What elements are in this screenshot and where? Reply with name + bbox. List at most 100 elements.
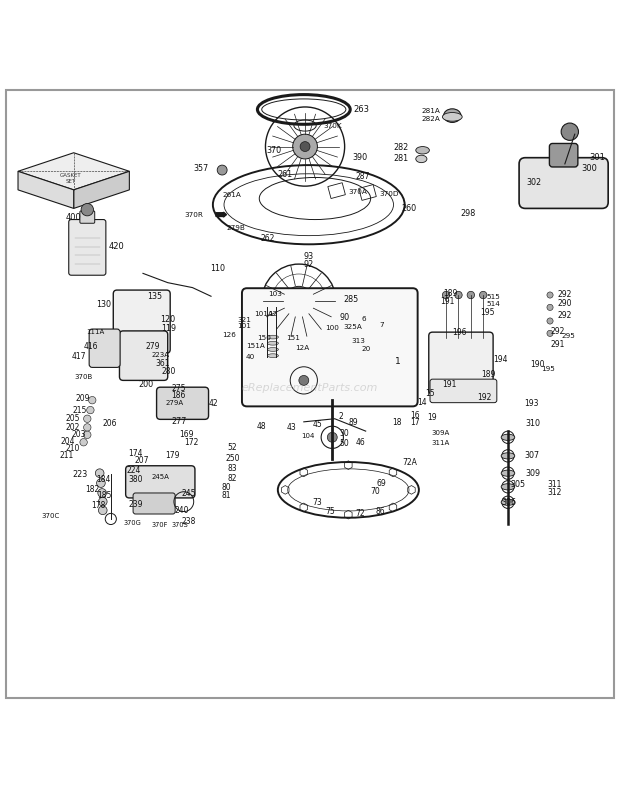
Text: 370S: 370S bbox=[172, 522, 188, 528]
Text: 16: 16 bbox=[410, 411, 420, 419]
Text: 111A: 111A bbox=[86, 329, 105, 335]
Text: 90: 90 bbox=[339, 313, 349, 322]
Circle shape bbox=[95, 469, 104, 478]
Text: 275: 275 bbox=[172, 384, 186, 393]
Text: 45: 45 bbox=[312, 421, 322, 429]
Text: 2: 2 bbox=[339, 412, 343, 421]
Text: 48: 48 bbox=[257, 422, 267, 431]
FancyBboxPatch shape bbox=[157, 387, 208, 419]
Text: 101A: 101A bbox=[254, 310, 273, 317]
Text: 46: 46 bbox=[356, 438, 366, 447]
Text: 204: 204 bbox=[60, 437, 75, 445]
Circle shape bbox=[81, 203, 94, 216]
Text: 17: 17 bbox=[410, 418, 420, 427]
Text: 195: 195 bbox=[480, 308, 495, 318]
Text: 178: 178 bbox=[92, 501, 106, 511]
Text: 279A: 279A bbox=[166, 400, 184, 407]
Text: 186: 186 bbox=[172, 391, 186, 400]
Text: 312: 312 bbox=[547, 488, 562, 497]
FancyBboxPatch shape bbox=[80, 211, 95, 223]
Text: 370F: 370F bbox=[151, 522, 168, 528]
Circle shape bbox=[87, 407, 94, 414]
Bar bbox=[359, 184, 376, 200]
Text: 416: 416 bbox=[84, 343, 99, 351]
Polygon shape bbox=[18, 153, 130, 190]
Circle shape bbox=[454, 292, 462, 299]
Text: 282A: 282A bbox=[421, 117, 440, 122]
Text: 515: 515 bbox=[487, 294, 501, 300]
FancyBboxPatch shape bbox=[519, 158, 608, 208]
Text: 20: 20 bbox=[362, 347, 371, 352]
Text: 261A: 261A bbox=[222, 192, 241, 199]
FancyBboxPatch shape bbox=[242, 288, 418, 407]
Text: 209: 209 bbox=[75, 395, 90, 403]
Text: 250: 250 bbox=[226, 455, 241, 463]
Text: 400: 400 bbox=[66, 213, 82, 221]
Text: 292: 292 bbox=[550, 327, 564, 336]
Text: 240: 240 bbox=[174, 506, 188, 515]
Text: 40: 40 bbox=[246, 354, 255, 360]
Text: 295: 295 bbox=[561, 333, 575, 340]
Text: 93: 93 bbox=[304, 252, 314, 261]
Text: 370A: 370A bbox=[348, 189, 367, 195]
Text: 19: 19 bbox=[428, 413, 437, 422]
FancyBboxPatch shape bbox=[113, 290, 170, 353]
Text: 301: 301 bbox=[590, 153, 606, 162]
Circle shape bbox=[99, 506, 107, 515]
Text: 390: 390 bbox=[352, 153, 367, 162]
Ellipse shape bbox=[416, 155, 427, 162]
Text: 420: 420 bbox=[108, 242, 124, 251]
Text: 169: 169 bbox=[179, 430, 193, 440]
FancyBboxPatch shape bbox=[549, 143, 578, 167]
Text: 72A: 72A bbox=[403, 458, 418, 466]
Text: 290: 290 bbox=[557, 299, 572, 307]
Text: 260: 260 bbox=[402, 204, 417, 213]
Ellipse shape bbox=[267, 354, 278, 358]
Text: 261: 261 bbox=[278, 170, 293, 179]
FancyBboxPatch shape bbox=[430, 379, 497, 403]
Text: 370R: 370R bbox=[185, 212, 203, 217]
Text: 192: 192 bbox=[477, 392, 492, 402]
Circle shape bbox=[84, 415, 91, 422]
Bar bbox=[328, 183, 345, 199]
Ellipse shape bbox=[416, 147, 430, 154]
Text: 50: 50 bbox=[340, 439, 350, 448]
Text: 370G: 370G bbox=[124, 520, 142, 526]
Text: 101: 101 bbox=[237, 323, 251, 329]
Text: 281A: 281A bbox=[421, 108, 440, 114]
Circle shape bbox=[300, 142, 310, 151]
Text: 298: 298 bbox=[461, 209, 476, 217]
Text: 305: 305 bbox=[510, 481, 526, 489]
Text: 245A: 245A bbox=[152, 474, 169, 480]
Text: 103: 103 bbox=[268, 291, 283, 297]
Text: 42: 42 bbox=[208, 399, 218, 407]
Polygon shape bbox=[74, 171, 130, 208]
Text: 126: 126 bbox=[222, 333, 236, 338]
Text: 182: 182 bbox=[86, 485, 100, 494]
Circle shape bbox=[547, 304, 553, 310]
Text: 70: 70 bbox=[371, 487, 381, 496]
Text: 135: 135 bbox=[147, 292, 162, 301]
Text: 514: 514 bbox=[487, 301, 501, 307]
Text: 120: 120 bbox=[161, 315, 175, 325]
Text: 191: 191 bbox=[440, 297, 454, 306]
Text: 100: 100 bbox=[325, 325, 339, 332]
Text: 52: 52 bbox=[228, 443, 237, 452]
Text: 193: 193 bbox=[524, 399, 539, 407]
Text: 370D: 370D bbox=[379, 191, 399, 197]
Ellipse shape bbox=[501, 470, 515, 476]
Text: 12A: 12A bbox=[295, 345, 309, 351]
Text: 15: 15 bbox=[425, 389, 435, 399]
Circle shape bbox=[547, 318, 553, 324]
Ellipse shape bbox=[501, 499, 515, 505]
Text: 281: 281 bbox=[394, 154, 409, 163]
Text: 30: 30 bbox=[340, 429, 350, 438]
Text: 417: 417 bbox=[71, 352, 86, 362]
Text: 313: 313 bbox=[352, 338, 365, 344]
Text: 151: 151 bbox=[286, 336, 300, 341]
Text: 239: 239 bbox=[128, 500, 143, 508]
FancyArrow shape bbox=[216, 212, 226, 217]
Text: 279: 279 bbox=[146, 342, 160, 351]
Text: 189: 189 bbox=[480, 370, 495, 379]
Text: 69: 69 bbox=[377, 478, 386, 488]
